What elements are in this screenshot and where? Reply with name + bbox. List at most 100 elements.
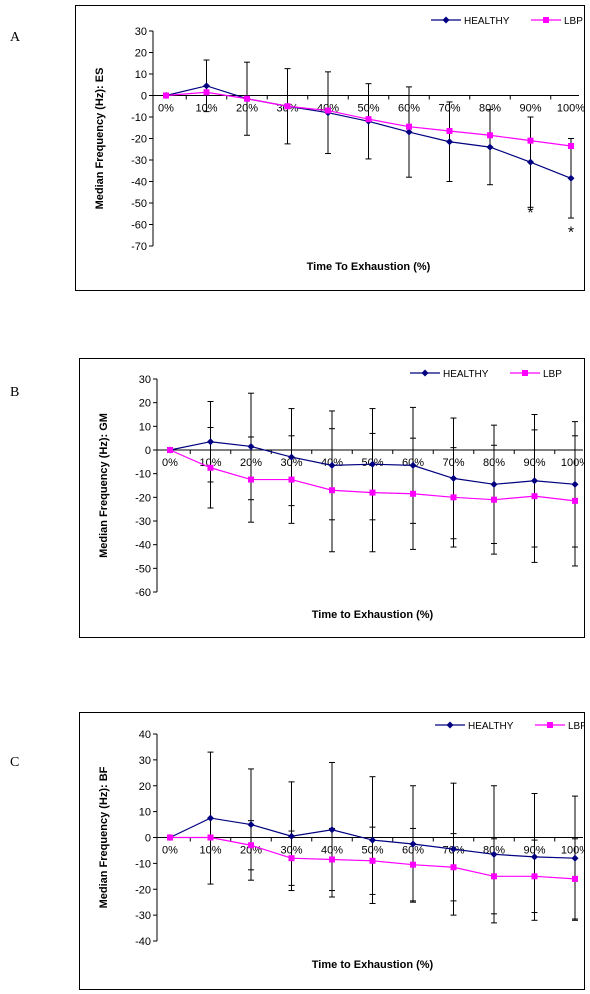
legend-label-healthy: HEALTHY [464,16,510,27]
panel-letter-b: B [10,385,20,400]
data-point-healthy [369,836,376,844]
y-tick-label: -20 [135,492,151,504]
data-point-healthy [288,832,295,840]
y-tick-label: 30 [139,374,151,386]
data-point-lbp [167,834,173,841]
y-tick-label: -30 [135,516,151,528]
legend-marker-healthy [421,369,429,377]
y-tick-label: -60 [135,587,151,599]
data-point-lbp [244,95,250,102]
y-tick-label: -10 [135,469,151,481]
data-point-lbp [329,856,335,863]
panel-letter-c: C [10,755,20,770]
y-tick-label: 40 [139,729,151,741]
x-tick-label: 80% [479,103,501,115]
y-tick-label: -10 [135,858,151,870]
data-point-lbp [248,476,254,483]
y-tick-label: -40 [131,177,147,189]
data-point-lbp [203,89,210,96]
data-point-lbp [491,873,497,880]
data-point-lbp [365,116,372,123]
x-tick-label: 0% [162,845,178,857]
y-tick-label: 0 [145,445,151,457]
x-axis-label: Time to Exhaustion (%) [312,609,434,621]
data-point-lbp [531,873,538,880]
y-tick-label: 20 [135,48,147,60]
y-tick-label: -40 [135,936,151,948]
data-point-lbp [207,834,214,841]
y-axis-label: Median Frequency (Hz): GM [98,413,110,558]
data-point-healthy [571,854,579,862]
y-tick-label: 10 [135,69,147,81]
chart-a-frame: 3020100-10-20-30-40-50-60-700%10%20%30%4… [75,5,585,291]
y-tick-label: -20 [131,134,147,146]
y-tick-label: -60 [131,220,147,232]
data-point-healthy [203,82,210,90]
y-tick-label: 30 [139,755,151,767]
data-point-lbp [450,864,457,871]
data-point-lbp [325,107,331,114]
data-point-lbp [527,137,534,144]
data-point-healthy [490,480,498,488]
significance-marker: * [527,205,533,222]
chart-c-frame: 40 30 20 10 0 -10 -20 -30 -40 0% 10% 20% 30% 40% 50% 60… [79,712,589,990]
data-point-lbp [167,447,173,453]
y-tick-label: -40 [135,540,151,552]
y-tick-label: 20 [139,398,151,410]
data-point-healthy [409,461,417,469]
y-tick-label: -10 [131,112,147,124]
x-tick-label: 100% [557,103,584,115]
data-point-lbp [369,489,376,496]
x-tick-label: 100% [561,845,584,857]
data-point-lbp [288,476,295,483]
data-point-lbp [410,861,416,868]
data-point-lbp [446,127,453,134]
legend-label-lbp: LBP [568,721,584,732]
data-point-healthy [531,477,538,485]
data-point-lbp [163,92,169,99]
x-tick-label: 100% [561,457,584,469]
data-point-healthy [288,453,295,461]
y-tick-label: 10 [139,421,151,433]
data-point-lbp [450,494,457,501]
data-point-lbp [487,132,493,139]
data-point-lbp [531,493,538,500]
data-point-healthy [450,845,457,853]
chart-a: 3020100-10-20-30-40-50-60-700%10%20%30%4… [94,16,585,273]
y-tick-label: 10 [139,807,151,819]
data-point-healthy [531,853,538,861]
data-point-lbp [572,497,578,504]
y-tick-label: 30 [135,26,147,38]
y-tick-label: -20 [135,884,151,896]
data-point-healthy [369,460,376,468]
data-point-healthy [207,438,214,446]
data-point-healthy [527,158,534,166]
legend-marker-lbp [543,17,549,23]
data-point-healthy [247,821,255,829]
significance-marker: * [568,224,574,241]
y-tick-label: 0 [145,833,151,845]
y-tick-label: -70 [131,241,147,253]
y-tick-label: -50 [131,198,147,210]
y-tick-label: -30 [135,910,151,922]
data-point-healthy [446,138,453,146]
data-point-lbp [568,143,574,150]
y-axis-label: Median Frequency (Hz): ES [94,68,106,210]
data-point-lbp [248,842,254,849]
legend-marker-healthy [442,16,450,24]
legend-marker-lbp [547,722,553,728]
data-point-lbp [284,103,291,110]
y-tick-label: 0 [141,91,147,103]
legend-label-lbp: LBP [543,369,562,380]
legend-label-healthy: HEALTHY [443,369,489,380]
data-point-lbp [288,855,295,862]
data-point-lbp [572,875,578,882]
data-point-healthy [405,128,413,136]
data-point-healthy [328,826,336,834]
x-axis-label: Time to Exhaustion (%) [312,959,434,971]
x-axis-label: Time To Exhaustion (%) [307,261,431,273]
y-tick-label: -30 [131,155,147,167]
legend-marker-healthy [446,721,454,729]
legend-label-healthy: HEALTHY [468,721,514,732]
